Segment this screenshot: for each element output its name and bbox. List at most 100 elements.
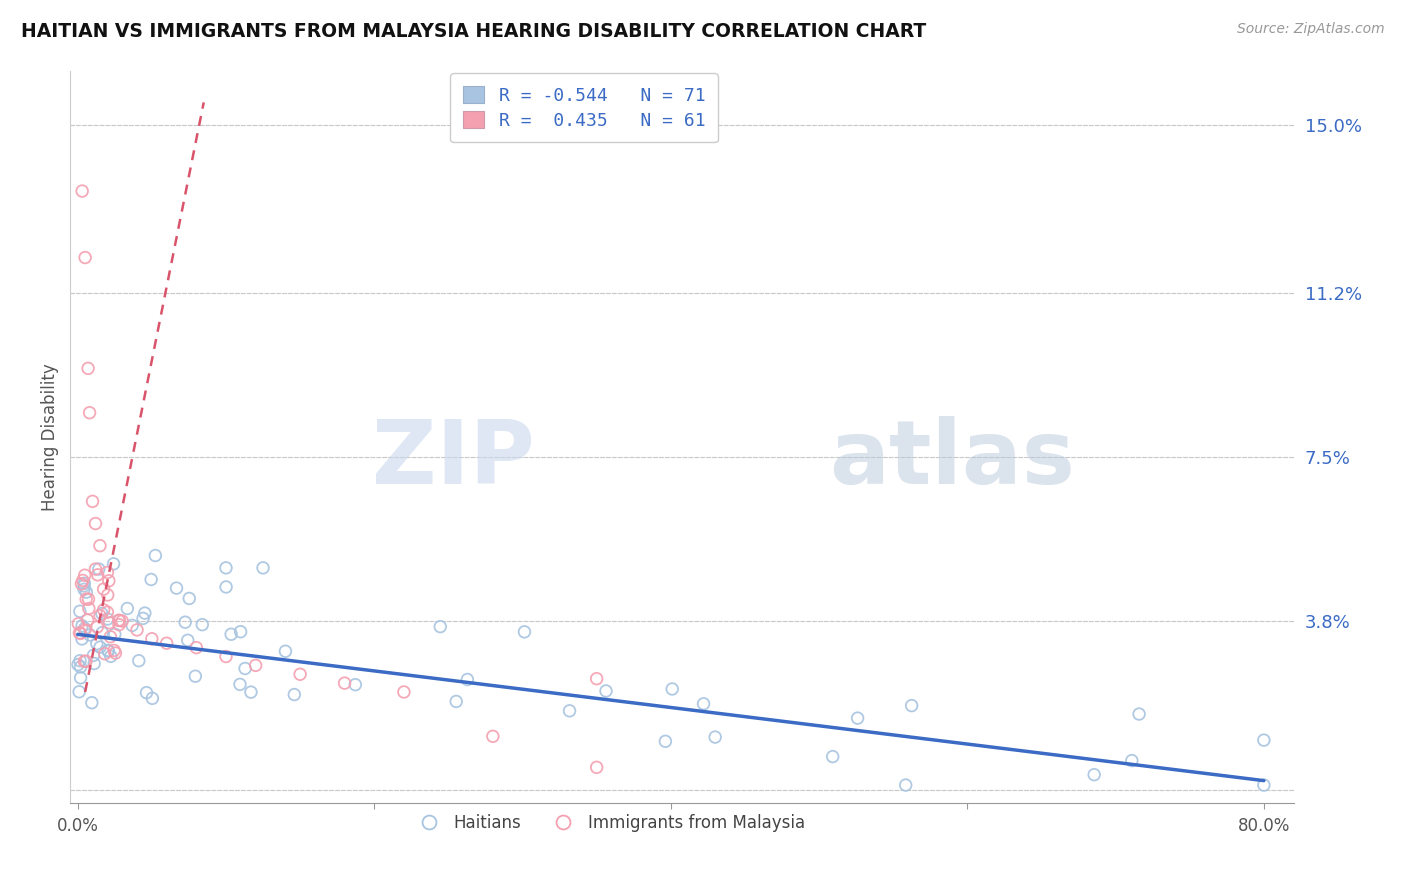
Point: [73, 579, 96, 593]
Point: [344, 678, 367, 692]
Point: [692, 697, 714, 711]
Point: [174, 615, 197, 630]
Point: [80, 696, 103, 710]
Point: [252, 561, 274, 575]
Point: [558, 704, 581, 718]
Point: [1083, 767, 1105, 781]
Point: [108, 614, 131, 628]
Point: [215, 649, 238, 664]
Point: [89, 640, 111, 654]
Point: [456, 673, 478, 687]
Point: [1121, 754, 1143, 768]
Point: [134, 606, 156, 620]
Point: [894, 778, 917, 792]
Point: [66, 657, 89, 672]
Point: [107, 613, 129, 627]
Point: [89, 608, 111, 623]
Point: [67, 685, 90, 699]
Point: [70, 632, 93, 646]
Point: [73, 568, 96, 582]
Point: [145, 549, 167, 563]
Point: [86, 637, 108, 651]
Point: [97, 574, 120, 588]
Point: [69, 626, 91, 640]
Point: [429, 620, 451, 634]
Point: [103, 643, 125, 657]
Point: [482, 729, 505, 743]
Point: [79, 628, 101, 642]
Point: [229, 624, 252, 639]
Point: [141, 632, 163, 646]
Point: [111, 614, 134, 628]
Point: [100, 649, 122, 664]
Point: [595, 684, 617, 698]
Point: [1128, 707, 1150, 722]
Point: [86, 567, 108, 582]
Point: [141, 691, 163, 706]
Point: [83, 657, 105, 671]
Point: [179, 591, 201, 606]
Point: [93, 582, 115, 596]
Point: [233, 661, 256, 675]
Point: [661, 681, 683, 696]
Point: [585, 760, 607, 774]
Point: [70, 184, 93, 198]
Point: [77, 592, 100, 607]
Point: [132, 611, 155, 625]
Point: [654, 734, 676, 748]
Point: [96, 566, 118, 580]
Point: [93, 603, 115, 617]
Point: [333, 676, 356, 690]
Point: [184, 669, 207, 683]
Point: [128, 654, 150, 668]
Point: [97, 644, 120, 658]
Y-axis label: Hearing Disability: Hearing Disability: [41, 363, 59, 511]
Point: [104, 627, 127, 641]
Point: [87, 562, 110, 576]
Point: [96, 605, 118, 619]
Point: [91, 625, 114, 640]
Point: [76, 613, 98, 627]
Point: [191, 617, 214, 632]
Point: [75, 251, 97, 265]
Point: [117, 601, 139, 615]
Point: [73, 654, 96, 668]
Point: [215, 561, 238, 575]
Point: [274, 644, 297, 658]
Point: [139, 573, 162, 587]
Point: [585, 672, 607, 686]
Point: [186, 640, 208, 655]
Point: [70, 577, 93, 591]
Point: [704, 730, 727, 744]
Point: [69, 654, 91, 668]
Point: [73, 623, 96, 637]
Point: [513, 624, 536, 639]
Point: [82, 648, 104, 663]
Point: [79, 406, 101, 420]
Point: [73, 576, 96, 591]
Point: [69, 671, 91, 685]
Text: HAITIAN VS IMMIGRANTS FROM MALAYSIA HEARING DISABILITY CORRELATION CHART: HAITIAN VS IMMIGRANTS FROM MALAYSIA HEAR…: [21, 22, 927, 41]
Text: Source: ZipAtlas.com: Source: ZipAtlas.com: [1237, 22, 1385, 37]
Point: [166, 581, 188, 595]
Point: [67, 616, 90, 631]
Point: [239, 685, 262, 699]
Point: [77, 601, 100, 615]
Point: [82, 494, 104, 508]
Point: [1253, 733, 1275, 747]
Point: [75, 592, 97, 607]
Point: [219, 627, 242, 641]
Point: [821, 749, 844, 764]
Point: [69, 604, 91, 618]
Point: [245, 658, 267, 673]
Point: [229, 677, 252, 691]
Point: [121, 618, 143, 632]
Point: [86, 620, 108, 634]
Point: [846, 711, 869, 725]
Point: [96, 612, 118, 626]
Point: [97, 643, 120, 657]
Point: [135, 686, 157, 700]
Point: [69, 660, 91, 674]
Point: [177, 633, 200, 648]
Point: [98, 615, 121, 630]
